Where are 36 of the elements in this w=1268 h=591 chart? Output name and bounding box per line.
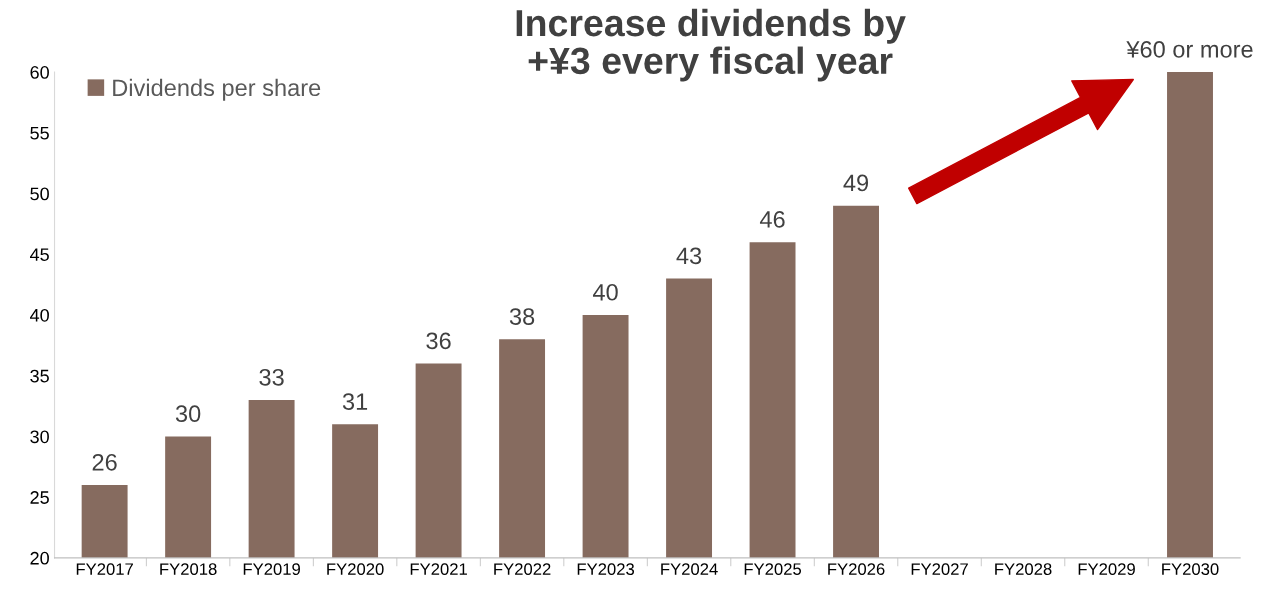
x-tick-label: FY2026 — [828, 563, 885, 576]
data-label: 31 — [342, 393, 368, 410]
x-tick-label: FY2021 — [410, 563, 467, 576]
x-tick-label: FY2024 — [661, 563, 718, 576]
x-tick-label: FY2025 — [744, 563, 802, 576]
x-tick-label: FY2019 — [243, 563, 300, 576]
data-label: 49 — [843, 174, 869, 192]
x-tick-label: FY2022 — [494, 563, 551, 576]
legend-label: Dividends per share — [113, 78, 321, 101]
data-label: 33 — [259, 368, 284, 386]
data-label: ¥60 or more — [1126, 41, 1253, 58]
y-tick-label: 25 — [30, 491, 49, 504]
data-label: 43 — [676, 247, 702, 265]
chart-title: Increase dividends by +¥3 every fiscal year — [516, 8, 906, 82]
data-label: 40 — [592, 283, 618, 301]
x-tick-label: FY2030 — [1162, 563, 1219, 576]
x-tick-label: FY2027 — [911, 563, 968, 576]
x-tick-label: FY2018 — [160, 563, 217, 576]
data-label: 46 — [759, 211, 785, 228]
y-tick-label: 60 — [30, 66, 49, 79]
y-tick-label: 45 — [30, 248, 49, 261]
data-label: 26 — [92, 453, 117, 471]
x-tick-label: FY2020 — [327, 563, 384, 576]
y-tick-label: 50 — [30, 187, 49, 201]
y-tick-label: 55 — [30, 126, 49, 140]
y-tick-label: 40 — [30, 308, 49, 322]
y-tick-label: 30 — [30, 430, 49, 444]
data-label: 38 — [509, 308, 535, 325]
data-label: 30 — [175, 405, 201, 423]
x-tick-label: FY2017 — [76, 563, 133, 576]
x-tick-label: FY2028 — [995, 563, 1052, 576]
x-tick-label: FY2023 — [577, 563, 635, 576]
y-tick-label: 35 — [30, 369, 49, 383]
data-label: 36 — [426, 332, 451, 350]
x-tick-label: FY2029 — [1078, 563, 1135, 576]
y-tick-label: 20 — [30, 551, 49, 565]
